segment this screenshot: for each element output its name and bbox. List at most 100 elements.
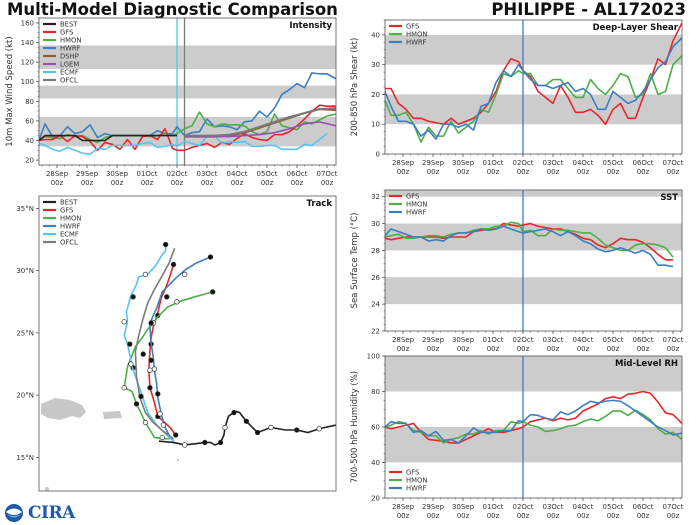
x-tick-label-hour: 00z: [111, 179, 124, 187]
legend-label-gfs: GFS: [406, 193, 419, 201]
y-tick-label: 30: [371, 61, 380, 69]
y-tick-label: 35°N: [16, 205, 34, 213]
legend-label-best: BEST: [60, 21, 78, 29]
storm-title: PHILIPPE - AL172023: [491, 0, 686, 19]
track-marker-ecmf: [142, 271, 149, 278]
track-marker-hmon: [174, 299, 180, 305]
track-marker-hmon: [121, 385, 127, 391]
x-tick-label-date: 28Sep: [392, 503, 415, 511]
plot-frame: [384, 189, 683, 332]
land-island: [45, 487, 49, 491]
track-marker-best: [182, 442, 188, 448]
y-tick-label: 140: [21, 39, 34, 47]
x-tick-label-hour: 00z: [667, 512, 680, 520]
legend-label-hwrf: HWRF: [406, 485, 427, 493]
series-line-best: [39, 134, 177, 142]
chart-title: Track: [307, 199, 333, 209]
x-tick-label-hour: 00z: [637, 345, 650, 353]
land-hispaniola: [41, 398, 86, 420]
x-tick-label-date: 29Sep: [422, 503, 445, 511]
band: [385, 277, 682, 305]
track-marker-best: [217, 439, 224, 446]
band: [385, 356, 682, 392]
x-tick-label-date: 03Oct: [542, 159, 563, 167]
band: [39, 45, 336, 69]
x-tick-label-date: 06Oct: [632, 159, 653, 167]
x-tick-label-date: 01Oct: [482, 503, 503, 511]
track-marker-ecmf: [128, 361, 134, 367]
series-line-gfs: [385, 222, 673, 261]
x-tick-label-date: 03Oct: [196, 170, 217, 178]
series-line-hmon: [39, 111, 336, 144]
plot-area: [39, 196, 336, 491]
chart-title: SST: [660, 193, 678, 203]
x-tick-label-date: 28Sep: [392, 159, 415, 167]
x-tick-label-hour: 00z: [427, 345, 440, 353]
y-axis-label: 700-500 hPa Humidity (%): [350, 371, 360, 483]
legend-label-hmon: HMON: [60, 215, 81, 223]
track-line-ecmf: [123, 244, 175, 442]
y-tick-label: 80: [371, 388, 380, 396]
series-line-hwrf: [385, 37, 682, 140]
x-tick-label-date: 07Oct: [316, 170, 337, 178]
x-tick-label-hour: 00z: [457, 345, 470, 353]
x-tick-label-date: 01Oct: [482, 159, 503, 167]
track-marker-best: [294, 427, 300, 433]
x-tick-label-date: 29Sep: [422, 159, 445, 167]
x-tick-label-hour: 00z: [201, 179, 214, 187]
y-tick-label: 100: [21, 78, 34, 86]
band: [385, 427, 682, 463]
y-tick-label: 28: [371, 247, 380, 255]
x-tick-label-date: 07Oct: [662, 159, 683, 167]
x-tick-label-hour: 00z: [577, 168, 590, 176]
plot-frame: [38, 195, 337, 492]
track-marker-best: [268, 424, 274, 431]
track-marker-best: [202, 439, 208, 446]
x-tick-label-date: 07Oct: [662, 503, 683, 511]
track-marker-gfs: [147, 385, 153, 391]
x-tick-label-hour: 00z: [577, 512, 590, 520]
y-axis-label: 10m Max Wind Speed (kt): [5, 36, 15, 146]
track-marker-ecmf: [127, 341, 133, 347]
x-tick-label-date: 03Oct: [542, 336, 563, 344]
series-line-hwrf: [385, 399, 682, 444]
track-marker-hwrf: [182, 271, 188, 278]
x-tick-label-date: 06Oct: [632, 503, 653, 511]
x-tick-label-hour: 00z: [667, 168, 680, 176]
x-tick-label-hour: 00z: [517, 345, 530, 353]
chart-title: Intensity: [289, 21, 332, 31]
track-marker-best: [243, 418, 249, 424]
y-tick-label: 40: [25, 137, 34, 145]
track-marker-ecmf: [162, 241, 169, 248]
x-tick-label-date: 05Oct: [602, 336, 623, 344]
plot-content: [385, 20, 682, 154]
y-tick-label: 22: [371, 328, 380, 336]
legend-label-hwrf: HWRF: [60, 45, 81, 53]
x-tick-label-hour: 00z: [141, 179, 154, 187]
track-marker-gfs: [147, 367, 153, 373]
y-tick-label: 0: [376, 151, 380, 159]
y-tick-label: 32: [371, 193, 380, 201]
track-marker-hmon: [210, 289, 216, 295]
band: [385, 94, 682, 125]
x-tick-label-hour: 00z: [607, 345, 620, 353]
y-tick-label: 15°N: [16, 454, 34, 462]
series-line-ofcl: [184, 107, 336, 137]
track-marker-hmon: [159, 434, 165, 441]
x-tick-label-hour: 00z: [547, 512, 560, 520]
y-axis-label: 200-850 hPa Shear (kt): [350, 38, 360, 137]
track-marker-gfs: [173, 432, 179, 438]
x-tick-label-hour: 00z: [171, 179, 184, 187]
x-tick-label-date: 04Oct: [572, 159, 593, 167]
legend-label-gfs: GFS: [406, 23, 419, 31]
x-tick-label-hour: 00z: [321, 179, 334, 187]
y-tick-label: 25°N: [16, 329, 34, 337]
band: [385, 34, 682, 65]
x-tick-label-hour: 00z: [487, 512, 500, 520]
land-island: [176, 458, 180, 462]
x-tick-label-date: 04Oct: [226, 170, 247, 178]
x-tick-label-hour: 00z: [397, 168, 410, 176]
legend-label-hwrf: HWRF: [406, 39, 427, 47]
legend-label-ecmf: ECMF: [60, 231, 79, 239]
